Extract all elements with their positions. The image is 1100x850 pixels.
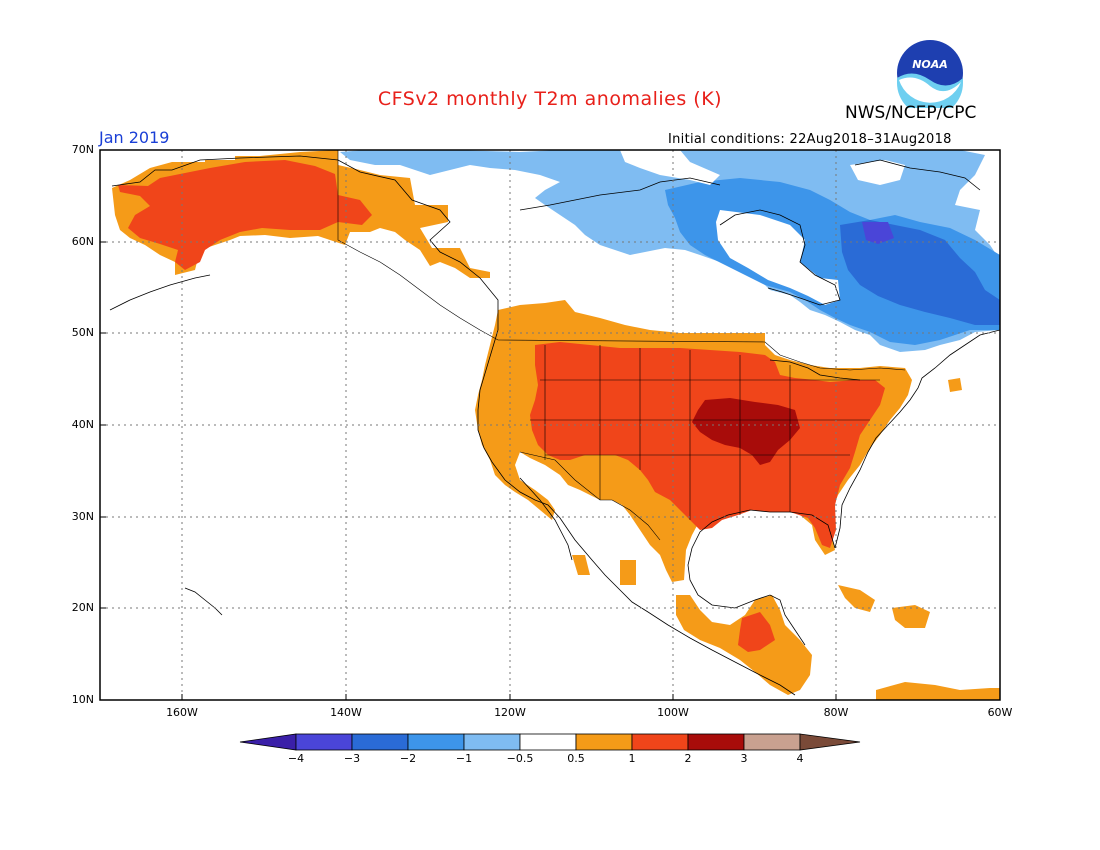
svg-text:NOAA: NOAA <box>912 58 948 71</box>
colorbar-label: 3 <box>740 752 748 765</box>
lon-label: 100W <box>657 706 689 719</box>
noaa-logo: NOAA <box>897 40 963 108</box>
colorbar-box-5 <box>519 733 577 751</box>
coastline-hudson-bay <box>719 209 841 306</box>
colorbar-label: −4 <box>287 752 305 765</box>
borders <box>337 150 906 541</box>
colorbar-box-4 <box>463 733 521 751</box>
colorbar-label: −1 <box>455 752 473 765</box>
anomaly-region-s-america <box>876 682 1000 700</box>
chart-title: CFSv2 monthly T2m anomalies (K) <box>377 88 723 110</box>
agency-label: NWS/NCEP/CPC <box>845 103 977 123</box>
anomaly-region-mexico-patch <box>620 560 636 585</box>
coastline-east-coast <box>834 329 1000 549</box>
coastline-alaska <box>111 155 499 330</box>
colorbar-box-7 <box>631 733 689 751</box>
anomaly-region-arctic-neutral-3 <box>850 160 905 185</box>
axis-ticks <box>100 149 1001 701</box>
coastline-great-lakes <box>769 359 861 381</box>
anomaly-region-labrador-extreme-cool <box>862 222 894 244</box>
anomaly-region-central-america-red <box>738 612 775 652</box>
colorbar-label: 2 <box>684 752 692 765</box>
colorbar-box-3 <box>407 733 465 751</box>
border-us-mexico <box>519 451 661 541</box>
anomaly-region-arctic-neutral-4 <box>205 150 235 160</box>
colorbar-low-arrow <box>239 733 297 751</box>
lon-label: 120W <box>494 706 526 719</box>
initial-conditions: Initial conditions: 22Aug2018–31Aug2018 <box>668 132 952 147</box>
anomaly-region-arctic-neutral-1 <box>620 150 720 185</box>
lon-label: 160W <box>166 706 198 719</box>
anomaly-region-hispaniola <box>892 605 930 628</box>
anomaly-region-east-coast-patch <box>948 378 962 392</box>
anomaly-region-midwest-strong-warm <box>692 398 800 465</box>
lon-label: 140W <box>330 706 362 719</box>
coastline-baja <box>519 477 573 561</box>
colorbar-label: 0.5 <box>567 752 585 765</box>
coastline-gulf <box>687 509 836 646</box>
anomaly-region-arctic-neutral-2 <box>716 210 840 305</box>
colorbar-label: −0.5 <box>506 752 534 765</box>
colorbar-label: 1 <box>628 752 636 765</box>
coastline-greenland <box>854 159 981 191</box>
colorbar-label: −2 <box>399 752 417 765</box>
lon-label: 60W <box>987 706 1013 719</box>
colorbar-box-8 <box>687 733 745 751</box>
colorbar <box>239 733 861 751</box>
anomaly-region-cuba <box>838 585 875 612</box>
lat-label: 70N <box>71 143 94 156</box>
lon-label: 80W <box>823 706 849 719</box>
lat-label: 60N <box>71 235 94 248</box>
lat-label: 40N <box>71 418 94 431</box>
colorbar-label: −3 <box>343 752 361 765</box>
coastline-aleutians <box>109 274 211 311</box>
colorbar-box-2 <box>351 733 409 751</box>
forecast-month: Jan 2019 <box>99 128 170 147</box>
coastline-arctic-islands <box>519 177 721 211</box>
anomaly-region-baja-patch <box>572 555 590 575</box>
colorbar-box-6 <box>575 733 633 751</box>
coastline-west-coast <box>477 329 796 696</box>
coastline-hawaii <box>184 587 223 616</box>
border-us-canada <box>337 150 906 371</box>
lat-label: 20N <box>71 601 94 614</box>
lat-label: 50N <box>71 326 94 339</box>
lat-label: 30N <box>71 510 94 523</box>
coastlines <box>109 155 1000 696</box>
anomaly-region-conus-red <box>530 342 885 548</box>
colorbar-label: 4 <box>796 752 804 765</box>
colorbar-box-1 <box>295 733 353 751</box>
lat-label: 10N <box>71 693 94 706</box>
colorbar-box-9 <box>743 733 801 751</box>
colorbar-high-arrow <box>799 733 861 751</box>
anomaly-region-labrador-strong-cool <box>840 220 1000 325</box>
graticule <box>100 150 1000 700</box>
